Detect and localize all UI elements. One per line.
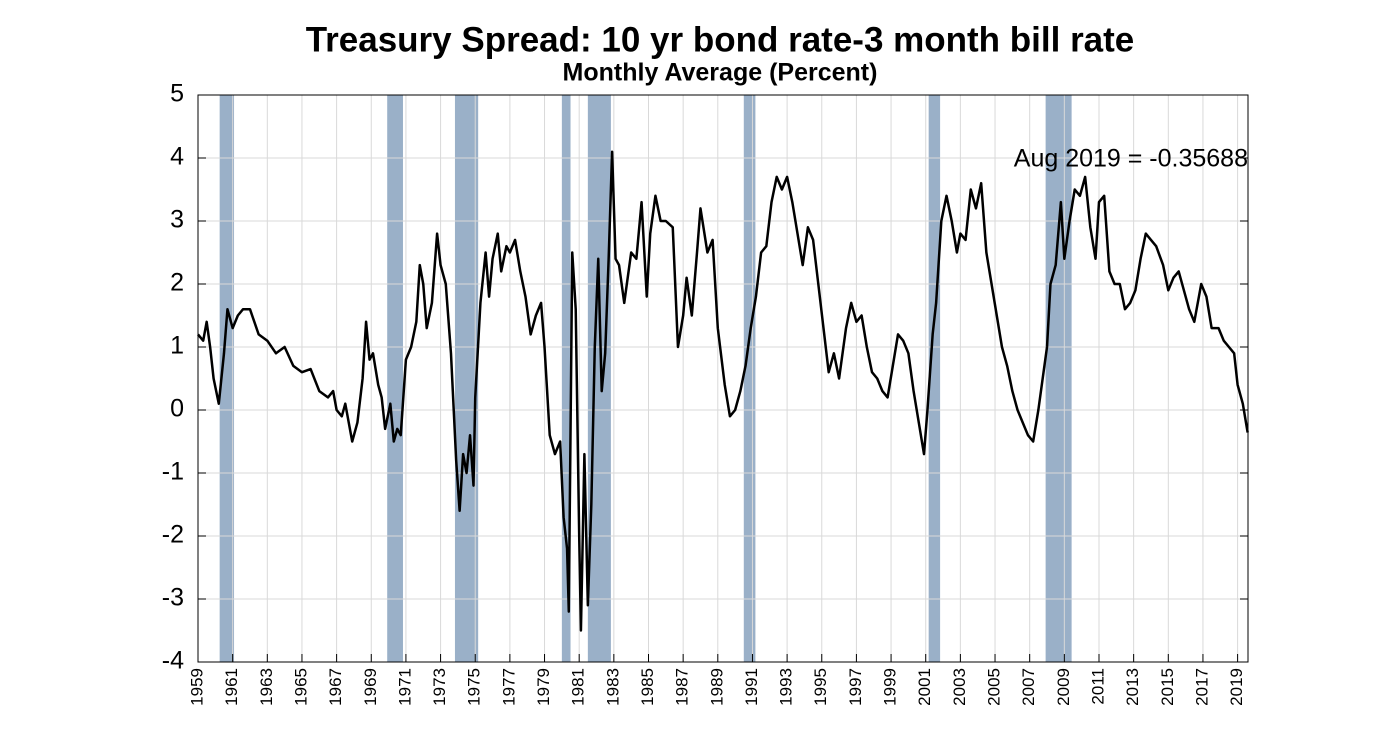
x-tick-label: 2009 [1054, 668, 1073, 706]
y-tick-label: 0 [170, 395, 184, 423]
x-tick-label: 1995 [811, 668, 830, 706]
x-tick-label: 2019 [1227, 668, 1246, 706]
recession-band [219, 95, 235, 662]
series-line [197, 150, 1249, 632]
recession-band [387, 95, 403, 662]
x-tick-label: 2013 [1123, 668, 1142, 706]
annotation: Aug 2019 = -0.35688 [1014, 145, 1248, 173]
y-tick-label: 5 [170, 80, 184, 108]
y-tick-label: 1 [170, 332, 184, 360]
x-tick-label: 1991 [742, 668, 761, 706]
x-tick-label: 1985 [638, 668, 657, 706]
y-tick-label: -4 [162, 647, 184, 675]
x-tick-label: 2017 [1192, 668, 1211, 706]
x-tick-label: 1989 [707, 668, 726, 706]
x-tick-label: 2015 [1158, 668, 1177, 706]
x-tick-label: 1969 [361, 668, 380, 706]
recession-band [743, 95, 756, 662]
x-tick-label: 1983 [603, 668, 622, 706]
chart-title: Treasury Spread: 10 yr bond rate-3 month… [306, 20, 1135, 59]
y-tick-label: 3 [170, 206, 184, 234]
x-tick-label: 1979 [534, 668, 553, 706]
x-tick-label: 1963 [257, 668, 276, 706]
x-tick-label: 1993 [777, 668, 796, 706]
x-tick-label: 2011 [1088, 668, 1107, 705]
x-tick-label: 1967 [326, 668, 345, 706]
x-tick-label: 1959 [187, 668, 206, 706]
x-tick-label: 2001 [915, 668, 934, 706]
x-tick-label: 2003 [950, 668, 969, 706]
y-tick-label: 4 [170, 143, 184, 171]
y-tick-label: -1 [162, 458, 184, 486]
recession-band [454, 95, 479, 662]
recession-band [587, 95, 611, 662]
x-tick-label: 1975 [465, 668, 484, 706]
recession-band [561, 95, 571, 662]
x-tick-label: 1999 [881, 668, 900, 706]
x-tick-label: 1987 [673, 668, 692, 706]
y-tick-label: -3 [162, 584, 184, 612]
x-tick-label: 1971 [395, 668, 414, 706]
x-tick-label: 2007 [1019, 668, 1038, 706]
plot-frame [197, 94, 1249, 663]
x-tick-label: 1973 [430, 668, 449, 706]
recession-band [928, 95, 941, 662]
x-tick-label: 2005 [985, 668, 1004, 706]
y-tick-label: -2 [162, 521, 184, 549]
x-tick-label: 1997 [846, 668, 865, 706]
recession-band [1045, 95, 1072, 662]
x-tick-label: 1981 [569, 668, 588, 706]
y-tick-label: 2 [170, 269, 184, 297]
x-tick-label: 1961 [222, 668, 241, 706]
x-tick-label: 1965 [291, 668, 310, 706]
chart-subtitle: Monthly Average (Percent) [563, 59, 878, 87]
x-tick-label: 1977 [499, 668, 518, 706]
